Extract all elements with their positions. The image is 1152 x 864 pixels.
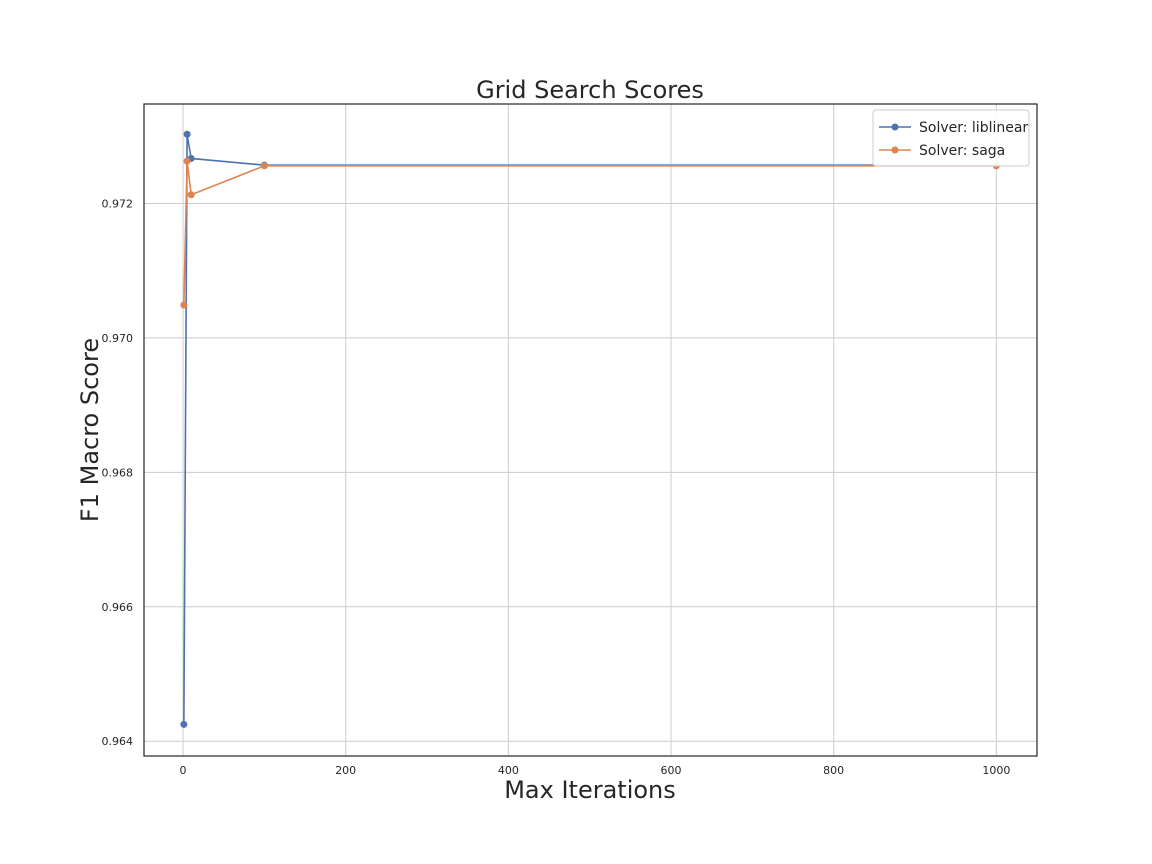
x-tick-label: 0 bbox=[180, 764, 187, 777]
y-axis-label: F1 Macro Score bbox=[76, 338, 104, 522]
data-point bbox=[183, 157, 191, 165]
series-line bbox=[183, 161, 997, 305]
series-0 bbox=[180, 130, 1000, 728]
grid-layer bbox=[144, 104, 1037, 756]
x-tick-label: 200 bbox=[335, 764, 356, 777]
chart-title: Grid Search Scores bbox=[476, 76, 704, 104]
legend-item: Solver: saga bbox=[879, 143, 1005, 159]
x-axis-label: Max Iterations bbox=[504, 776, 676, 804]
data-point bbox=[187, 191, 195, 199]
data-point bbox=[260, 162, 268, 170]
legend-item: Solver: liblinear bbox=[879, 120, 1028, 136]
y-tick-label: 0.966 bbox=[102, 601, 134, 614]
x-tick-label: 800 bbox=[823, 764, 844, 777]
series-line bbox=[183, 134, 997, 725]
x-tick-label: 1000 bbox=[982, 764, 1010, 777]
data-point bbox=[183, 130, 191, 138]
data-point bbox=[180, 301, 188, 309]
plot-frame bbox=[143, 103, 1038, 757]
tick-layer: 0 200 400 600 800 1000 0.964 0.966 0.968 0.970 0.9… bbox=[102, 197, 1011, 777]
legend-marker bbox=[891, 123, 899, 131]
data-point bbox=[180, 720, 188, 728]
series-1 bbox=[180, 157, 1000, 309]
legend-marker bbox=[891, 146, 899, 154]
y-tick-label: 0.968 bbox=[102, 466, 134, 479]
series-layer bbox=[180, 130, 1000, 728]
x-tick-label: 400 bbox=[498, 764, 519, 777]
legend-label: Solver: saga bbox=[919, 143, 1005, 159]
y-tick-label: 0.964 bbox=[102, 735, 134, 748]
legend: Solver: liblinear Solver: saga bbox=[872, 109, 1030, 167]
legend-box bbox=[872, 109, 1030, 167]
y-tick-label: 0.972 bbox=[102, 197, 134, 210]
y-tick-label: 0.970 bbox=[102, 332, 134, 345]
legend-label: Solver: liblinear bbox=[919, 120, 1028, 136]
x-tick-label: 600 bbox=[661, 764, 682, 777]
